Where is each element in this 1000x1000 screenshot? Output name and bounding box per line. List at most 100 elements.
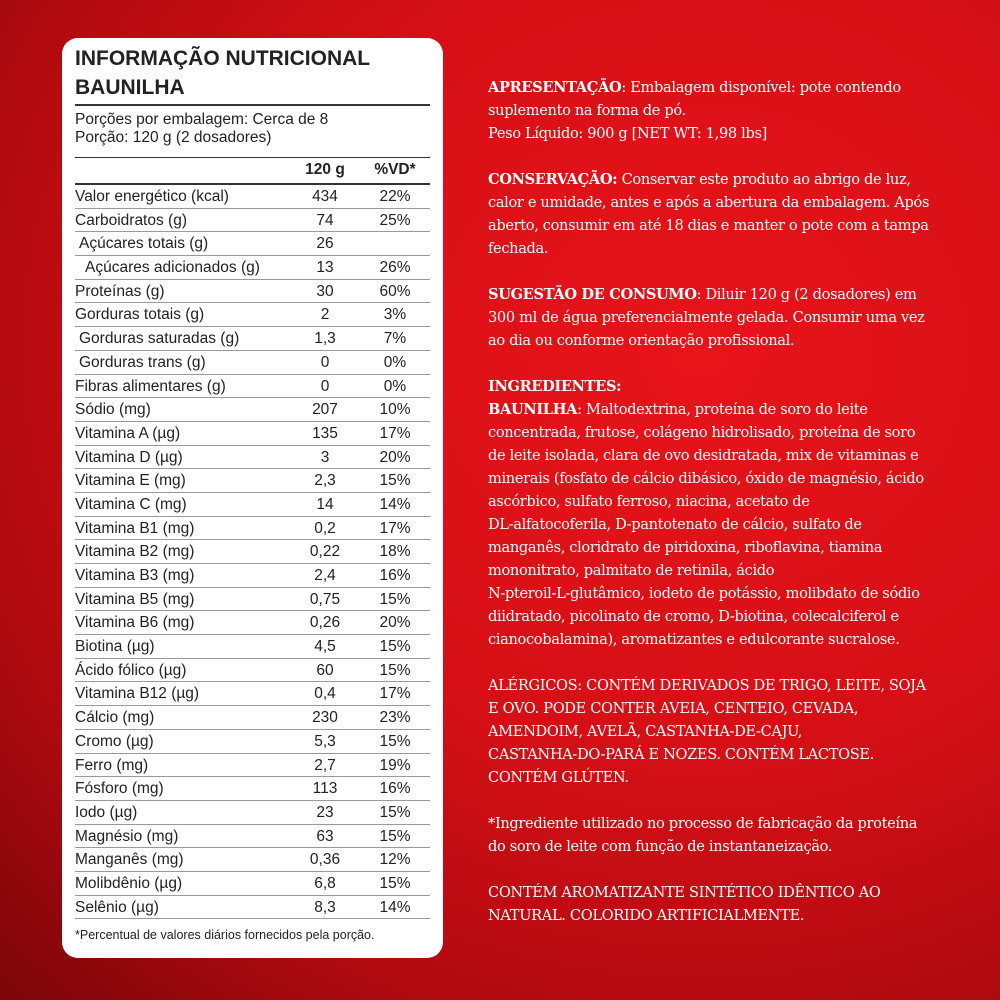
flavor-heading: BAUNILHA [75, 76, 185, 99]
nutrient-amount: 0 [320, 377, 330, 395]
nutrient-amount: 0,4 [314, 685, 336, 703]
info-paragraph: INGREDIENTES: BAUNILHA: Maltodextrina, pr… [488, 375, 993, 651]
nutrient-amount: 8,3 [314, 898, 336, 916]
table-row: Ferro (mg) 2,7 19% [75, 754, 430, 778]
info-line: INGREDIENTES: [488, 375, 993, 398]
nutrient-name: Vitamina C (mg) [75, 495, 187, 513]
table-row: Gorduras saturadas (g) 1,3 7% [75, 327, 430, 351]
nutrition-title: INFORMAÇÃO NUTRICIONAL BAUNILHA [75, 44, 370, 102]
nutrient-dv: 17% [379, 685, 411, 703]
nutrient-dv: 15% [379, 590, 411, 608]
table-row: Vitamina B2 (mg) 0,22 18% [75, 540, 430, 564]
product-info: APRESENTAÇÃO: Embalagem disponível: pote… [488, 76, 993, 950]
info-text: concentrada, frutose, colágeno hidrolisa… [488, 424, 916, 441]
servings-per-package: Porções por embalagem: Cerca de 8 [75, 111, 329, 128]
nutrient-name: Ferro (mg) [75, 756, 149, 774]
nutrient-amount: 434 [312, 188, 338, 205]
info-text: minerais (fosfato de cálcio dibásico, óx… [488, 470, 924, 487]
info-label: APRESENTAÇÃO [488, 79, 622, 96]
nutrient-dv: 25% [379, 211, 411, 229]
nutrient-amount: 135 [312, 424, 338, 442]
nutrient-amount: 1,3 [314, 330, 336, 348]
nutrient-name: Valor energético (kcal) [75, 188, 229, 205]
nutrient-name: Vitamina B5 (mg) [75, 590, 195, 608]
nutrient-name: Vitamina E (mg) [75, 472, 186, 490]
info-text: aberto, consumir em até 18 dias e manter… [488, 217, 929, 234]
nutrient-amount: 2,3 [314, 472, 336, 490]
info-line: diidratado, picolinato de cromo, D-bioti… [488, 605, 993, 628]
nutrient-amount: 14 [316, 495, 334, 513]
info-text: CASTANHA-DO-PARÁ E NOZES. CONTÉM LACTOSE… [488, 746, 874, 763]
table-row: Fibras alimentares (g) 0 0% [75, 375, 430, 399]
nutrient-name: Açúcares totais (g) [79, 235, 209, 253]
table-row: Molibdênio (µg) 6,8 15% [75, 872, 430, 896]
table-header: 120 g %VD* [75, 157, 430, 185]
nutrient-name: Molibdênio (µg) [75, 874, 183, 892]
info-line: BAUNILHA: Maltodextrina, proteína de sor… [488, 398, 993, 421]
nutrient-name: Carboidratos (g) [75, 211, 187, 229]
info-text: N-pteroil-L-glutâmico, iodeto de potássi… [488, 585, 920, 602]
flavor-label: BAUNILHA [488, 401, 578, 418]
table-row: Vitamina A (µg) 135 17% [75, 422, 430, 446]
table-row: Açúcares adicionados (g) 13 26% [75, 256, 430, 280]
info-line: N-pteroil-L-glutâmico, iodeto de potássi… [488, 582, 993, 605]
nutrient-amount: 3 [320, 448, 330, 466]
nutrient-dv: 12% [379, 851, 411, 869]
nutrient-amount: 0,2 [314, 519, 336, 537]
info-line: manganês, cloridrato de piridoxina, ribo… [488, 536, 993, 559]
nutrient-amount: 26 [316, 235, 334, 253]
nutrient-name: Gorduras saturadas (g) [79, 330, 240, 348]
nutrient-amount: 60 [316, 661, 334, 679]
nutrient-name: Vitamina B2 (mg) [75, 543, 195, 561]
info-text: cianocobalamina), aromatizantes e edulco… [488, 631, 900, 648]
nutrient-amount: 0,36 [309, 851, 341, 869]
info-line: minerais (fosfato de cálcio dibásico, óx… [488, 467, 993, 490]
info-paragraph: *Ingrediente utilizado no processo de fa… [488, 812, 993, 858]
nutrient-amount: 0 [320, 353, 330, 371]
info-text: *Ingrediente utilizado no processo de fa… [488, 815, 918, 832]
info-text: manganês, cloridrato de piridoxina, ribo… [488, 539, 883, 556]
nutrient-amount: 0,26 [309, 614, 341, 632]
nutrition-facts-panel: INFORMAÇÃO NUTRICIONAL BAUNILHA Porções … [62, 38, 443, 958]
info-line: suplemento na forma de pó. [488, 99, 993, 122]
info-text: do soro de leite com função de instantan… [488, 838, 833, 855]
info-line: ascórbico, sulfato ferroso, niacina, ace… [488, 490, 993, 513]
info-text: ascórbico, sulfato ferroso, niacina, ace… [488, 493, 810, 510]
info-line: *Ingrediente utilizado no processo de fa… [488, 812, 993, 835]
nutrient-name: Vitamina D (µg) [75, 448, 183, 466]
info-line: APRESENTAÇÃO: Embalagem disponível: pote… [488, 76, 993, 99]
nutrient-name: Manganês (mg) [75, 851, 184, 869]
info-text: diidratado, picolinato de cromo, D-bioti… [488, 608, 899, 625]
nutrient-amount: 2,4 [314, 567, 336, 584]
info-line: calor e umidade, antes e após a abertura… [488, 191, 993, 214]
nutrient-dv: 20% [379, 614, 411, 632]
table-row: Fósforo (mg) 113 16% [75, 777, 430, 801]
nutrient-dv: 16% [379, 567, 411, 584]
nutrient-name: Vitamina B6 (mg) [75, 614, 195, 632]
table-row: Açúcares totais (g) 26 [75, 232, 430, 257]
nutrient-dv: 15% [379, 472, 411, 490]
nutrient-amount: 6,8 [314, 874, 336, 892]
info-text: E OVO. PODE CONTER AVEIA, CENTEIO, CEVAD… [488, 700, 859, 717]
table-row: Gorduras totais (g) 2 3% [75, 303, 430, 328]
nutrient-name: Açúcares adicionados (g) [85, 259, 260, 277]
nutrient-dv: 26% [379, 259, 411, 277]
nutrient-name: Cálcio (mg) [75, 709, 155, 727]
info-line: CONTÉM AROMATIZANTE SINTÉTICO IDÊNTICO A… [488, 881, 993, 904]
table-row: Vitamina B12 (µg) 0,4 17% [75, 682, 430, 707]
nutrient-name: Proteínas (g) [75, 282, 165, 300]
info-line: Peso Líquido: 900 g [NET WT: 1,98 lbs] [488, 122, 993, 145]
table-row: Vitamina E (mg) 2,3 15% [75, 469, 430, 493]
nutrient-name: Sódio (mg) [75, 401, 151, 419]
nutrient-amount: 0,22 [309, 543, 341, 561]
info-line: do soro de leite com função de instantan… [488, 835, 993, 858]
table-row: Vitamina B3 (mg) 2,4 16% [75, 564, 430, 588]
table-row: Vitamina C (mg) 14 14% [75, 493, 430, 517]
table-row: Gorduras trans (g) 0 0% [75, 351, 430, 375]
table-row: Manganês (mg) 0,36 12% [75, 848, 430, 872]
table-row: Proteínas (g) 30 60% [75, 280, 430, 304]
info-text: : Embalagem disponível: pote contendo [621, 79, 901, 96]
nutrient-name: Fósforo (mg) [75, 780, 164, 798]
info-text: 300 ml de água preferencialmente gelada.… [488, 309, 925, 326]
info-line: SUGESTÃO DE CONSUMO: Diluir 120 g (2 dos… [488, 283, 993, 306]
